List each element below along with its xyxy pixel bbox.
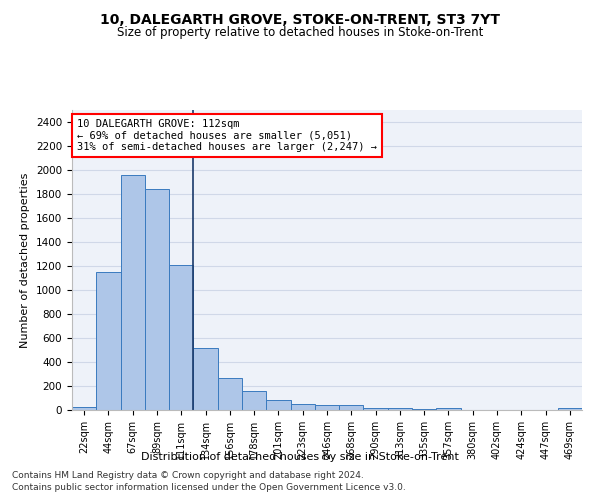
Bar xyxy=(290,404,315,410)
Bar xyxy=(266,400,290,410)
Bar xyxy=(96,272,121,410)
Bar xyxy=(193,348,218,410)
Bar xyxy=(169,265,193,410)
Bar xyxy=(436,408,461,410)
Bar xyxy=(558,408,582,410)
Bar xyxy=(121,175,145,410)
Bar xyxy=(364,408,388,410)
Bar xyxy=(242,392,266,410)
Bar xyxy=(72,407,96,410)
Text: Distribution of detached houses by size in Stoke-on-Trent: Distribution of detached houses by size … xyxy=(141,452,459,462)
Text: Contains HM Land Registry data © Crown copyright and database right 2024.: Contains HM Land Registry data © Crown c… xyxy=(12,470,364,480)
Text: 10, DALEGARTH GROVE, STOKE-ON-TRENT, ST3 7YT: 10, DALEGARTH GROVE, STOKE-ON-TRENT, ST3… xyxy=(100,12,500,26)
Bar xyxy=(339,405,364,410)
Text: Contains public sector information licensed under the Open Government Licence v3: Contains public sector information licen… xyxy=(12,483,406,492)
Y-axis label: Number of detached properties: Number of detached properties xyxy=(20,172,31,348)
Bar xyxy=(315,404,339,410)
Bar xyxy=(388,408,412,410)
Bar xyxy=(145,189,169,410)
Text: Size of property relative to detached houses in Stoke-on-Trent: Size of property relative to detached ho… xyxy=(117,26,483,39)
Bar xyxy=(218,378,242,410)
Text: 10 DALEGARTH GROVE: 112sqm
← 69% of detached houses are smaller (5,051)
31% of s: 10 DALEGARTH GROVE: 112sqm ← 69% of deta… xyxy=(77,119,377,152)
Bar xyxy=(412,409,436,410)
